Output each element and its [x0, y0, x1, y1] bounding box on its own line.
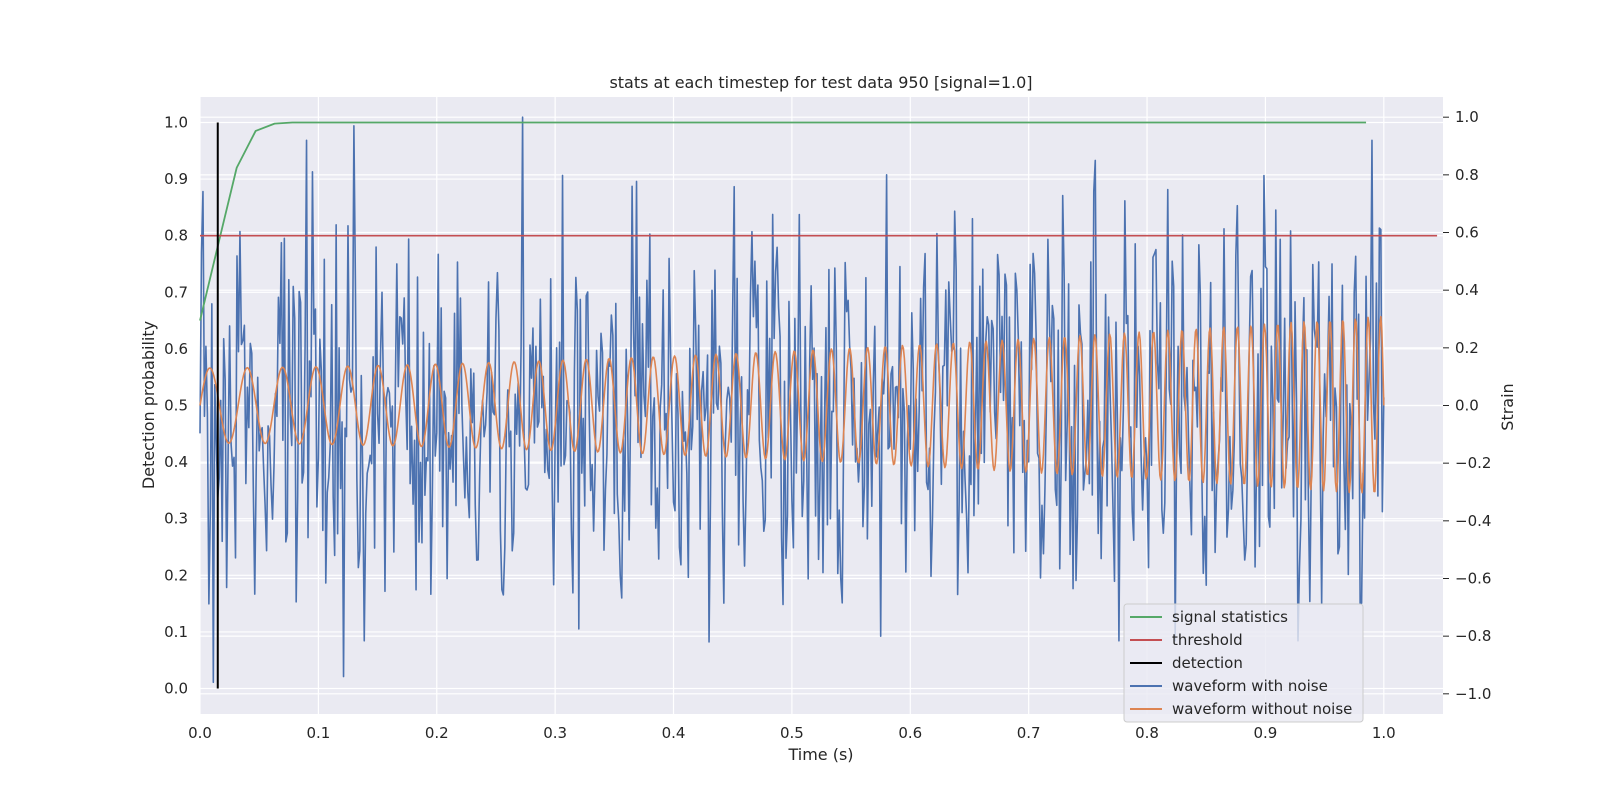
series-signal-statistics: [199, 121, 1367, 321]
y-right-tick-label: 0.8: [1455, 166, 1479, 184]
x-tick-label: 0.6: [898, 724, 922, 742]
y-left-tick-label: 0.0: [164, 680, 188, 698]
y-left-tick-label: 1.0: [164, 113, 188, 131]
x-tick-label: 0.5: [780, 724, 804, 742]
legend-label-signal-statistics: signal statistics: [1172, 608, 1288, 626]
y-left-tick-label: 0.9: [164, 170, 188, 188]
y-left-tick-label: 0.3: [164, 510, 188, 528]
y-right-tick-label: −0.2: [1455, 454, 1491, 472]
x-tick-label: 0.8: [1135, 724, 1159, 742]
chart-title: stats at each timestep for test data 950…: [609, 73, 1032, 92]
y-left-tick-label: 0.8: [164, 227, 188, 245]
x-tick-label: 0.9: [1253, 724, 1277, 742]
y-right-tick-label: −0.4: [1455, 512, 1491, 530]
y-right-tick-label: 0.4: [1455, 281, 1479, 299]
legend-label-waveform-without-noise: waveform without noise: [1172, 700, 1352, 718]
legend-label-detection: detection: [1172, 654, 1243, 672]
y-left-tick-label: 0.5: [164, 397, 188, 415]
y-right-tick-label: −1.0: [1455, 685, 1491, 703]
y-axis-right-label: Strain: [1498, 383, 1517, 430]
series-layer: [199, 116, 1438, 689]
y-left-tick-label: 0.2: [164, 566, 188, 584]
series-waveform-with-noise: [199, 116, 1385, 684]
x-tick-label: 0.4: [662, 724, 686, 742]
y-left-tick-label: 0.4: [164, 453, 188, 471]
y-right-tick-label: −0.6: [1455, 569, 1491, 587]
x-tick-label: 0.7: [1017, 724, 1041, 742]
legend-label-threshold: threshold: [1172, 631, 1243, 649]
legend-box: [1123, 603, 1364, 723]
y-left-tick-label: 0.6: [164, 340, 188, 358]
legend-label-waveform-with-noise: waveform with noise: [1172, 677, 1328, 695]
y-right-tick-label: −0.8: [1455, 627, 1491, 645]
y-right-tick-label: 0.6: [1455, 224, 1479, 242]
y-axis-left-label: Detection probability: [139, 321, 158, 489]
x-tick-label: 0.0: [188, 724, 212, 742]
x-tick-label: 0.1: [306, 724, 330, 742]
legend: signal statistics threshold detection wa…: [1123, 603, 1364, 723]
x-tick-label: 1.0: [1372, 724, 1396, 742]
axes: 0.0 0.1 0.2 0.3 0.4 0.5 0.6 0.7 0.8 0.9 1.0 0.0 0.1 0…: [164, 108, 1491, 742]
series-waveform-without-noise: [199, 315, 1385, 494]
y-right-tick-label: 1.0: [1455, 108, 1479, 126]
y-right-tick-label: 0.2: [1455, 339, 1479, 357]
y-left-tick-label: 0.7: [164, 283, 188, 301]
y-left-tick-label: 0.1: [164, 623, 188, 641]
y-right-tick-label: 0.0: [1455, 397, 1479, 415]
x-tick-label: 0.2: [425, 724, 449, 742]
x-tick-label: 0.3: [543, 724, 567, 742]
x-axis-label: Time (s): [787, 745, 853, 764]
